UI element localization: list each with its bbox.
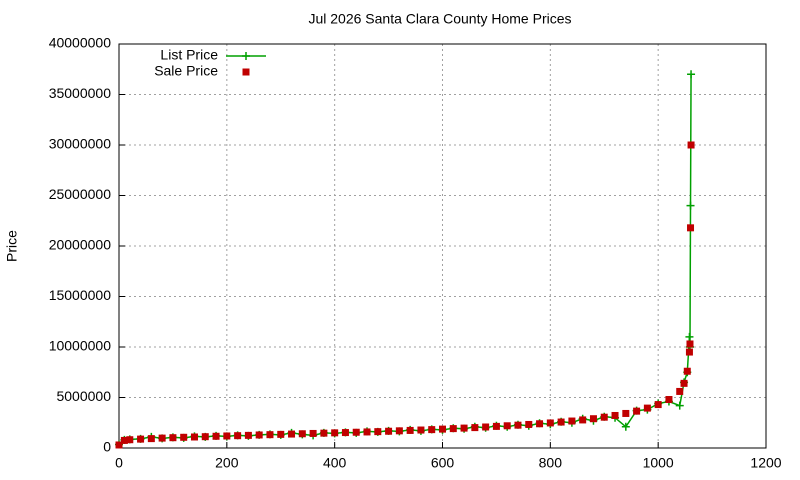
legend-label: Sale Price xyxy=(154,63,218,79)
point xyxy=(244,431,252,439)
point xyxy=(201,433,209,441)
x-tick-label: 200 xyxy=(215,455,239,471)
point xyxy=(665,396,673,404)
point xyxy=(514,421,522,429)
point xyxy=(589,415,597,423)
y-tick-label: 35000000 xyxy=(49,85,112,101)
point xyxy=(654,401,662,409)
plot-frame xyxy=(118,43,767,449)
point xyxy=(687,141,695,149)
point xyxy=(449,425,457,433)
point xyxy=(471,424,479,432)
point xyxy=(266,431,274,439)
point xyxy=(482,423,490,431)
legend-marker xyxy=(242,68,250,76)
point xyxy=(363,428,371,436)
point xyxy=(675,401,684,410)
point xyxy=(406,426,414,434)
point xyxy=(234,432,242,440)
point xyxy=(255,431,263,439)
point xyxy=(212,432,220,440)
x-tick-label: 1000 xyxy=(643,455,674,471)
point xyxy=(676,387,684,395)
y-tick-label: 5000000 xyxy=(56,388,111,404)
point xyxy=(331,429,339,437)
point xyxy=(600,413,608,421)
point xyxy=(309,429,317,437)
x-tick-label: 600 xyxy=(431,455,455,471)
point xyxy=(685,332,694,341)
point xyxy=(687,224,695,232)
point xyxy=(492,422,500,430)
point xyxy=(503,422,511,430)
point xyxy=(385,427,393,435)
point xyxy=(169,434,177,442)
point xyxy=(557,418,565,426)
x-tick-label: 0 xyxy=(115,455,123,471)
point xyxy=(115,441,123,449)
point xyxy=(579,416,587,424)
point xyxy=(686,201,695,210)
y-tick-label: 10000000 xyxy=(49,338,112,354)
legend-marker xyxy=(242,52,250,60)
legend-label: List Price xyxy=(160,47,218,63)
chart-title: Jul 2026 Santa Clara County Home Prices xyxy=(308,11,571,27)
point xyxy=(352,428,360,436)
point xyxy=(190,433,198,441)
point xyxy=(395,427,403,435)
y-tick-label: 25000000 xyxy=(49,186,112,202)
point xyxy=(137,435,145,443)
x-tick-label: 800 xyxy=(539,455,563,471)
point xyxy=(428,426,436,434)
point xyxy=(439,425,446,433)
point xyxy=(120,436,128,444)
point xyxy=(460,424,468,432)
point xyxy=(536,420,544,428)
point xyxy=(525,420,533,428)
point xyxy=(686,340,694,348)
point xyxy=(633,407,641,415)
point xyxy=(126,436,134,444)
point xyxy=(374,428,382,436)
point xyxy=(622,409,630,417)
y-axis-label: Price xyxy=(4,230,20,262)
y-tick-label: 30000000 xyxy=(49,136,112,152)
point xyxy=(223,432,231,440)
point xyxy=(298,430,306,438)
point xyxy=(180,433,188,441)
point xyxy=(643,404,651,412)
point xyxy=(568,417,576,425)
point xyxy=(417,426,425,434)
point xyxy=(680,379,688,387)
point xyxy=(288,430,296,438)
point xyxy=(687,70,696,79)
point xyxy=(621,422,630,431)
y-tick-label: 15000000 xyxy=(49,287,112,303)
point xyxy=(341,429,349,437)
point xyxy=(158,434,166,442)
y-tick-label: 20000000 xyxy=(49,237,112,253)
point xyxy=(277,430,285,438)
y-tick-label: 40000000 xyxy=(49,35,112,51)
point xyxy=(683,367,691,375)
point xyxy=(147,435,155,443)
point xyxy=(611,411,619,419)
point xyxy=(546,419,554,427)
point xyxy=(320,429,328,437)
x-tick-label: 1200 xyxy=(750,455,781,471)
x-tick-label: 400 xyxy=(323,455,347,471)
y-tick-label: 0 xyxy=(103,439,111,455)
point xyxy=(685,348,693,356)
